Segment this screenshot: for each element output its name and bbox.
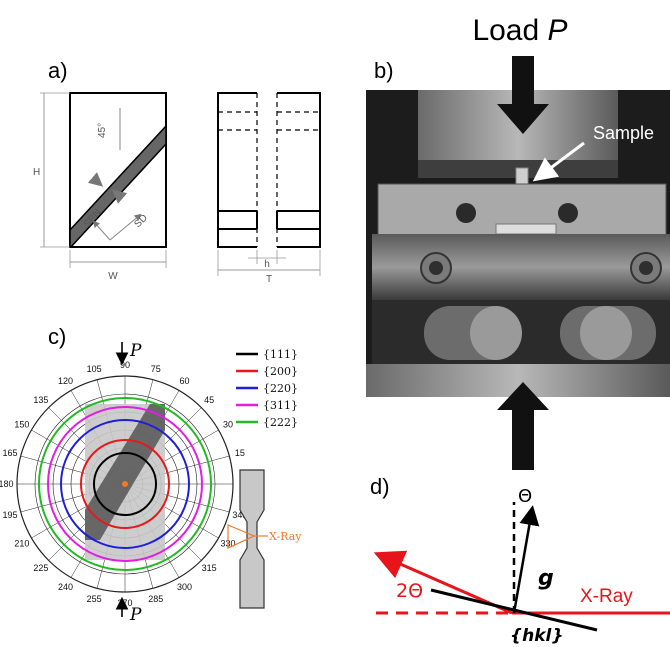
legend-label: {220} xyxy=(263,382,298,395)
spn-axis-arrow xyxy=(92,220,111,241)
shear-arrow-upper xyxy=(87,172,104,187)
angle-tick-label: 45 xyxy=(204,395,214,405)
theta-label: Θ xyxy=(518,486,532,507)
angle-tick-label: 120 xyxy=(58,376,73,386)
angle-tick-label: 240 xyxy=(58,582,73,592)
ring-311 xyxy=(47,406,203,562)
ring-222 xyxy=(38,397,212,571)
angle-label: 45° xyxy=(97,123,108,138)
xray-cone xyxy=(227,524,256,549)
angle-tick-label: 180 xyxy=(0,479,14,489)
angle-tick-label: 315 xyxy=(202,563,217,573)
load-arrow-bottom xyxy=(497,382,549,470)
panel-a-dimensions: H W xyxy=(33,92,167,282)
pole-load-bottom-label: P xyxy=(129,605,142,625)
dimension-H: H xyxy=(33,167,40,178)
panel-a-label: a) xyxy=(48,58,68,83)
angle-tick-label: 165 xyxy=(3,448,18,458)
pole-load-bottom: P xyxy=(115,596,142,625)
panel-a-side-dimensions: h T xyxy=(217,250,321,285)
diffraction-diagram: Θ g 2Θ X-Ray {hkl} xyxy=(373,486,670,646)
angle-tick-label: 210 xyxy=(14,539,29,549)
sd-axis-arrow xyxy=(109,213,142,241)
panel-a-sample-side xyxy=(217,91,321,249)
angle-tick-label: 345 xyxy=(232,510,247,520)
shear-arrow-lower xyxy=(111,189,128,204)
xray-label: X-Ray xyxy=(580,586,633,607)
two-theta-label: 2Θ xyxy=(396,580,423,602)
angle-tick-label: 135 xyxy=(33,395,48,405)
panel-a-sample-front: s 45° SPN SD xyxy=(69,92,167,248)
load-arrow-top xyxy=(497,56,549,134)
angle-tick-label: 60 xyxy=(179,376,189,386)
angle-tick-label: 300 xyxy=(177,582,192,592)
pole-center-dot xyxy=(122,481,128,487)
legend-label: {311} xyxy=(263,399,298,412)
angle-tick-label: 255 xyxy=(87,594,102,604)
pole-figure-legend: {111} {200} {220} {311} {222} xyxy=(236,348,298,429)
dogbone-sample xyxy=(239,469,265,609)
angle-tick-label: 225 xyxy=(33,563,48,573)
legend-label: {111} xyxy=(263,348,298,361)
angle-tick-label: 150 xyxy=(14,420,29,430)
pole-load-top: P xyxy=(115,341,142,366)
sample-label: Sample xyxy=(593,123,654,143)
angle-tick-label: 195 xyxy=(3,510,18,520)
ring-111 xyxy=(93,452,157,516)
hkl-label: {hkl} xyxy=(510,626,563,646)
xray-small-label: X-Ray xyxy=(269,530,302,543)
sample-pointer-arrow xyxy=(532,141,585,182)
panel-b-label: b) xyxy=(374,58,394,83)
angle-tick-label: 105 xyxy=(87,364,102,374)
panel-d-label: d) xyxy=(370,474,390,499)
scattering-vector xyxy=(512,505,540,614)
apparatus-photo xyxy=(366,90,670,397)
angle-tick-label: 285 xyxy=(148,594,163,604)
band-s-label: s xyxy=(102,182,107,193)
dimension-T: T xyxy=(266,274,272,285)
dimension-W: W xyxy=(108,271,118,282)
legend-label: {200} xyxy=(263,365,298,378)
legend-label: {222} xyxy=(263,416,298,429)
ring-220 xyxy=(60,419,190,549)
xray-schematic: X-Ray xyxy=(227,469,302,609)
g-vector-label: g xyxy=(538,566,554,591)
pole-figure-rings xyxy=(38,397,212,571)
panel-c-label: c) xyxy=(48,324,66,349)
angle-tick-label: 30 xyxy=(223,420,233,430)
load-title: Load P xyxy=(472,14,567,47)
dimension-h: h xyxy=(264,259,270,270)
pole-load-top-label: P xyxy=(129,341,142,361)
ring-200 xyxy=(80,439,170,529)
angle-tick-label: 75 xyxy=(151,364,161,374)
angle-tick-label: 15 xyxy=(235,448,245,458)
lower-bar xyxy=(372,234,670,300)
